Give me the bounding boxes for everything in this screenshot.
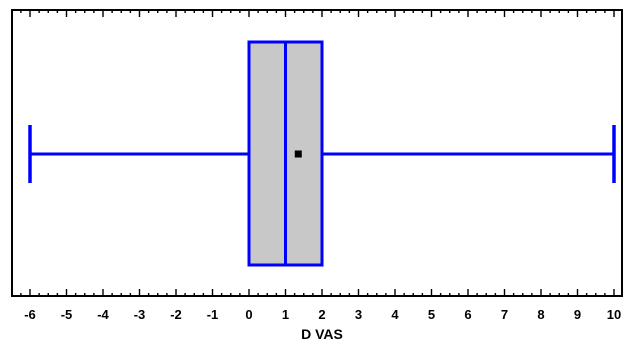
x-tick-label: 9 [574,307,581,322]
x-tick-label: 7 [501,307,508,322]
x-tick-label: 0 [245,307,252,322]
x-tick-label: 6 [464,307,471,322]
x-tick-label: 5 [428,307,435,322]
x-tick-label: -5 [61,307,73,322]
box-marks [28,40,616,267]
x-tick-label: -6 [24,307,36,322]
tick-labels: -6 -5 -4 -3 -2 -1 0 1 2 3 4 5 6 7 8 9 10 [24,307,621,322]
x-tick-label: 3 [355,307,362,322]
x-tick-label: -3 [134,307,146,322]
plot-frame [11,9,623,297]
mean-marker [294,150,302,158]
x-tick-label: 10 [607,307,621,322]
x-tick-label: 1 [282,307,289,322]
x-tick-label: 8 [537,307,544,322]
x-axis-label: D VAS [301,326,343,342]
x-tick-label: 4 [391,307,399,322]
x-tick-label: -2 [170,307,182,322]
x-tick-label: -4 [97,307,109,322]
x-tick-label: -1 [207,307,219,322]
x-tick-label: 2 [318,307,325,322]
tick-marks [20,10,615,296]
